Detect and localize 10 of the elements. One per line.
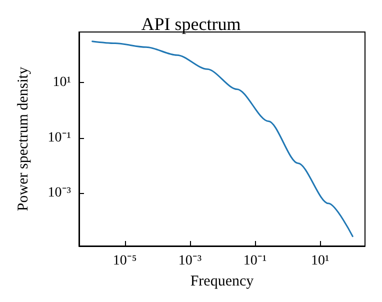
x-tick-label: 10⁻⁵ xyxy=(112,254,137,268)
x-tick-label: 10⁻¹ xyxy=(243,254,267,268)
x-axis-title: Frequency xyxy=(190,274,254,290)
y-tick-label: 10⁻³ xyxy=(48,186,71,201)
chart-title: API spectrum xyxy=(141,14,241,34)
x-tick-label: 10¹ xyxy=(310,254,330,268)
y-axis-title: Power spectrum density xyxy=(16,66,32,212)
x-tick-label: 10⁻³ xyxy=(178,254,202,268)
y-tick-label: 10¹ xyxy=(52,75,71,90)
y-tick-label: 10⁻¹ xyxy=(48,130,71,146)
